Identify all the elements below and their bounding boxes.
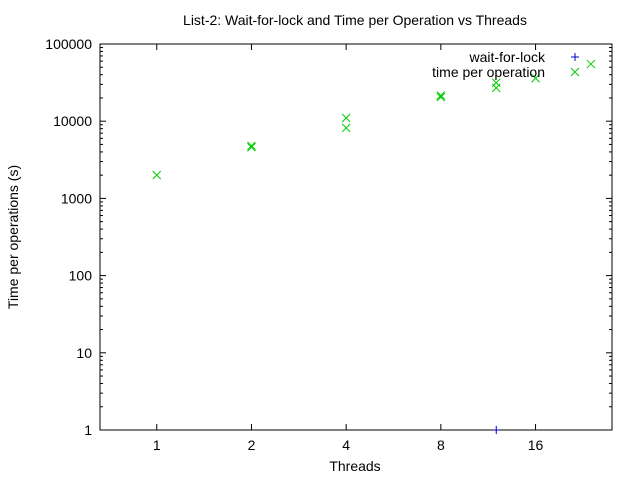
x-tick-label: 4 xyxy=(342,437,350,453)
y-tick-label: 10 xyxy=(76,345,92,361)
plot-frame xyxy=(99,43,613,431)
time-per-operation-point xyxy=(341,123,351,133)
x-tick-label: 8 xyxy=(437,437,445,453)
time-per-operation-point xyxy=(247,141,256,151)
x-tick-label: 1 xyxy=(153,437,161,453)
time-per-operation-point xyxy=(531,73,540,83)
data-points xyxy=(152,59,596,434)
y-tick-label: 100000 xyxy=(45,36,92,52)
legend-label-wait-for-lock: wait-for-lock xyxy=(469,49,546,65)
time-per-operation-point xyxy=(247,142,256,152)
y-tick-label: 10000 xyxy=(53,113,92,129)
y-tick-label: 1000 xyxy=(61,190,92,206)
legend-label-time-per-operation: time per operation xyxy=(432,64,545,80)
legend-marker-time-per-operation xyxy=(570,67,580,77)
time-per-operation-point xyxy=(491,78,501,88)
legend-marker-wait-for-lock xyxy=(571,53,579,61)
x-tick-label: 16 xyxy=(528,437,544,453)
x-ticks: 1 2 4 8 16 xyxy=(153,44,544,453)
time-per-operation-point xyxy=(341,113,351,123)
x-tick-label: 2 xyxy=(248,437,256,453)
chart-title: List-2: Wait-for-lock and Time per Opera… xyxy=(183,12,527,28)
time-per-operation-point xyxy=(586,59,596,69)
y-ticks: 1 10 100 1000 10000 100000 xyxy=(45,36,612,438)
y-tick-label: 100 xyxy=(69,268,93,284)
time-per-operation-point xyxy=(436,91,446,100)
time-per-operation-point xyxy=(152,170,162,180)
y-axis-label: Time per operations (s) xyxy=(5,165,21,309)
y-tick-label: 1 xyxy=(84,422,92,438)
wait-for-lock-point xyxy=(492,426,501,434)
time-per-operation-point xyxy=(436,92,446,102)
x-axis-label: Threads xyxy=(329,458,380,474)
